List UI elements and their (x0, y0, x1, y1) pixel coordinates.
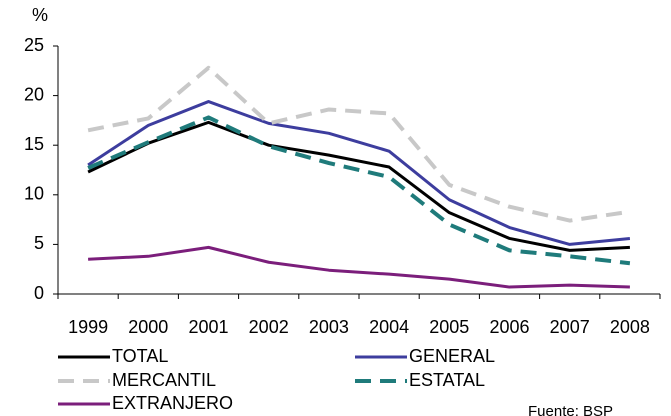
series-line (87, 100, 631, 246)
x-tick-label: 2005 (429, 317, 469, 337)
x-tick-label: 2006 (489, 317, 529, 337)
x-tick-label: 2000 (128, 317, 168, 337)
x-tick-label: 2002 (249, 317, 289, 337)
y-tick-label: 5 (34, 233, 44, 253)
series-line (87, 120, 630, 252)
x-tick-label: 2004 (369, 317, 409, 337)
series-line (87, 115, 631, 266)
source: Fuente: BSP (528, 403, 613, 416)
legend-label: MERCANTIL (112, 370, 216, 390)
legend-label: TOTAL (112, 346, 168, 366)
y-tick-label: 10 (24, 184, 44, 204)
legend-label: EXTRANJERO (112, 393, 233, 413)
series-line (88, 245, 630, 289)
legend-label: GENERAL (409, 346, 495, 366)
x-tick-label: 1999 (68, 317, 108, 337)
y-tick-label: 0 (34, 283, 44, 303)
y-tick-label: 15 (24, 134, 44, 154)
y-unit: % (32, 5, 48, 25)
series-line (87, 65, 631, 223)
x-tick-label: 2003 (309, 317, 349, 337)
x-tick-label: 2001 (188, 317, 228, 337)
y-tick-label: 25 (24, 35, 44, 55)
y-tick-label: 20 (24, 84, 44, 104)
x-tick-label: 2008 (610, 317, 650, 337)
legend-label: ESTATAL (409, 370, 485, 390)
x-tick-label: 2007 (550, 317, 590, 337)
